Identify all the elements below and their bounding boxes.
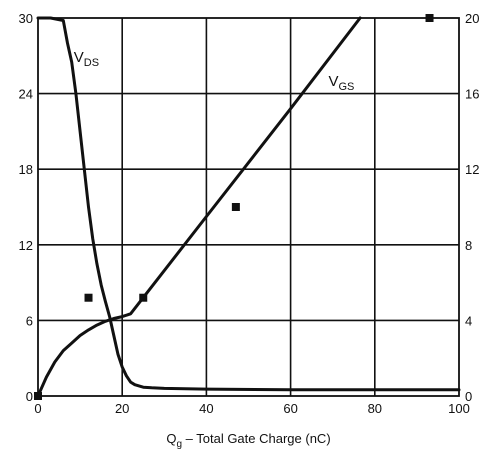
y-left-tick-label: 6 xyxy=(26,313,33,328)
y-left-tick-label: 12 xyxy=(19,238,33,253)
x-tick-label: 0 xyxy=(34,401,41,416)
series-line-vgs xyxy=(36,16,362,398)
x-tick-label: 40 xyxy=(199,401,213,416)
y-right-tick-label: 20 xyxy=(465,11,479,26)
y-left-tick-label: 18 xyxy=(19,162,33,177)
y-right-tick-label: 16 xyxy=(465,87,479,102)
label-layer: VDS VGS Qg – Total Gate Charge (nC) xyxy=(74,49,355,450)
marker-layer xyxy=(34,14,434,400)
y-right-tick-label: 0 xyxy=(465,389,472,404)
x-axis-label: Qg – Total Gate Charge (nC) xyxy=(166,431,330,450)
y-right-tick-label: 12 xyxy=(465,162,479,177)
x-tick-label: 100 xyxy=(448,401,470,416)
series-line-vds xyxy=(36,16,461,392)
series-label-vds: VDS xyxy=(74,49,99,69)
y-left-tick-label: 0 xyxy=(26,389,33,404)
grid-layer xyxy=(38,18,459,396)
frame-layer xyxy=(37,17,460,397)
plot-frame xyxy=(37,17,460,397)
y-right-tick-label: 4 xyxy=(465,313,472,328)
y-left-tick-label: 24 xyxy=(19,87,33,102)
data-point-marker xyxy=(84,293,93,302)
x-tick-label: 60 xyxy=(283,401,297,416)
series-layer xyxy=(36,16,461,398)
series-label-vgs: VGS xyxy=(328,73,354,93)
y-right-tick-label: 8 xyxy=(465,238,472,253)
data-point-marker xyxy=(231,203,240,211)
y-left-tick-label: 30 xyxy=(19,11,33,26)
x-tick-label: 20 xyxy=(115,401,129,416)
x-tick-label: 80 xyxy=(368,401,382,416)
data-point-marker xyxy=(139,293,148,302)
